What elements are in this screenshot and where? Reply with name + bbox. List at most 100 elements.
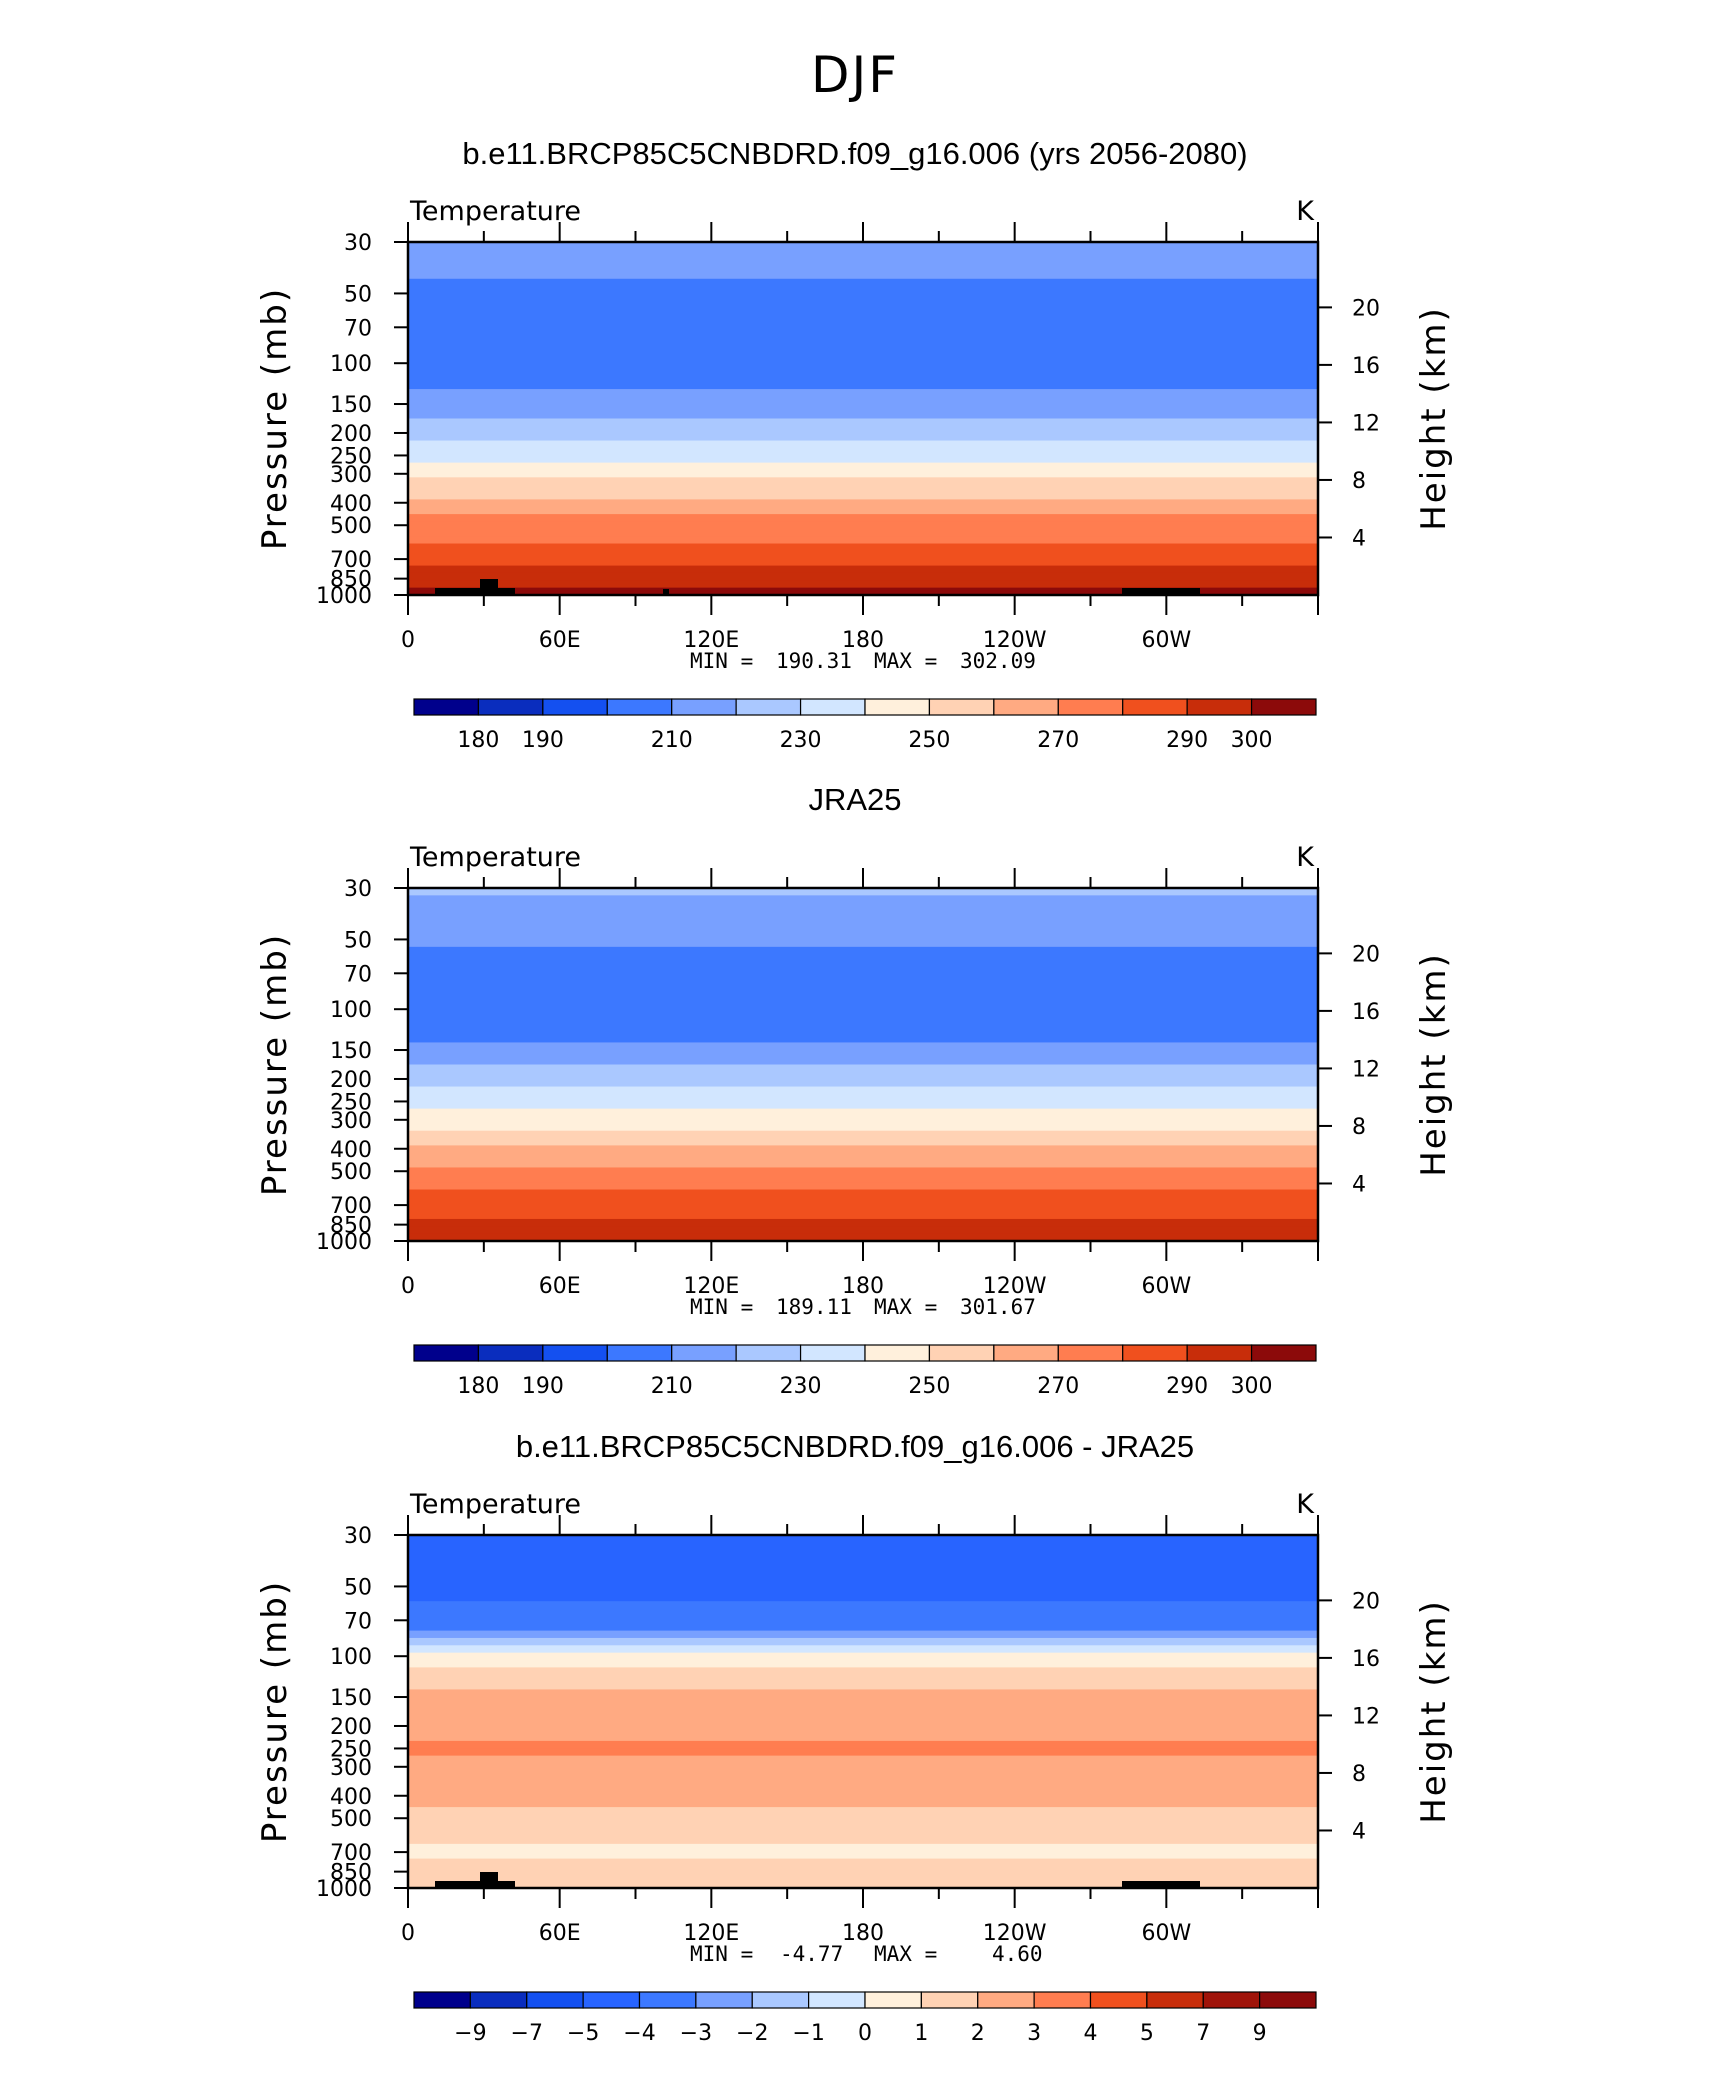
contour-band: [408, 550, 1318, 559]
y-tick-label: 200: [330, 422, 372, 447]
right-string: K: [1296, 1489, 1315, 1520]
terrain-block: [435, 588, 515, 595]
contour-band: [408, 249, 1318, 258]
contour-band: [408, 1880, 1318, 1889]
contour-band: [408, 1064, 1318, 1073]
left-string: Temperature: [409, 842, 581, 873]
colorbar-box: [928, 1344, 995, 1362]
y-tick-label: 100: [330, 1645, 372, 1670]
contour-band: [408, 1873, 1318, 1882]
x-tick-label: 0: [401, 1921, 415, 1946]
contour-band: [408, 1593, 1318, 1602]
colorbar-label: 2: [971, 2021, 985, 2046]
y-tick-label: 300: [330, 463, 372, 488]
contour-band: [408, 1027, 1318, 1036]
x-tick-label: 60E: [539, 1921, 581, 1946]
contour-band: [408, 1211, 1318, 1220]
y-tick-label: 100: [330, 998, 372, 1023]
colorbar-label: 1: [914, 2021, 928, 2046]
contour-band: [408, 506, 1318, 515]
panel-2: JRA25 Temperature K 0 60E 120E 180 120W 60W 30 50 7…: [255, 782, 1454, 1399]
contour-band: [408, 1770, 1318, 1779]
contour-band: [408, 447, 1318, 456]
contour-band: [408, 1145, 1318, 1154]
max-label: MAX =: [874, 649, 937, 673]
contour-band: [408, 1196, 1318, 1205]
x-tick-label: 60E: [539, 1274, 581, 1299]
contour-band: [408, 954, 1318, 963]
y-tick-label: 30: [344, 1524, 372, 1549]
colorbar-label: 0: [858, 2021, 872, 2046]
x-tick-label: 120E: [683, 1921, 739, 1946]
contour-band: [408, 1733, 1318, 1742]
contour-band: [408, 1667, 1318, 1676]
contour-band: [408, 1601, 1318, 1610]
contour-band: [408, 271, 1318, 280]
colorbar-label: −4: [623, 2021, 655, 2046]
colorbar-label: −1: [792, 2021, 824, 2046]
contour-band: [408, 330, 1318, 339]
colorbar-label: 270: [1037, 1374, 1079, 1399]
contour-band: [408, 352, 1318, 361]
contour-band: [408, 1079, 1318, 1088]
contour-band: [408, 1829, 1318, 1838]
contour-band: [408, 1204, 1318, 1213]
colorbar-label: 250: [908, 1374, 950, 1399]
contour-band: [408, 1726, 1318, 1735]
contour-band: [408, 572, 1318, 581]
x-tick-label: 180: [842, 628, 884, 653]
colorbar-box: [606, 1344, 673, 1362]
y-tick-label: 500: [330, 514, 372, 539]
y-tick-label: 30: [344, 877, 372, 902]
y-tick-label: 700: [330, 1194, 372, 1219]
contour-band: [408, 1189, 1318, 1198]
contour-band: [408, 1851, 1318, 1860]
contour-band: [408, 910, 1318, 919]
max-value: 302.09: [960, 649, 1036, 673]
colorbar-box: [1122, 1344, 1188, 1362]
y-tick-label: 1000: [316, 1230, 372, 1255]
contour-band: [408, 440, 1318, 449]
contour-band: [408, 976, 1318, 985]
colorbar-label: 180: [457, 1374, 499, 1399]
x-tick-label: 120E: [683, 628, 739, 653]
colorbar-label: 270: [1037, 728, 1079, 753]
contour-band: [408, 924, 1318, 933]
contour-band: [408, 1586, 1318, 1595]
contour-band: [408, 359, 1318, 368]
contour-band: [408, 374, 1318, 383]
contour-band: [408, 998, 1318, 1007]
colorbar-label: 7: [1196, 2021, 1210, 2046]
colorbar-box: [413, 1991, 471, 2009]
colorbar-box: [799, 698, 866, 716]
contour-band: [408, 968, 1318, 977]
y-tick-right-label: 8: [1352, 469, 1366, 494]
contour-band: [408, 308, 1318, 317]
contour-band: [408, 1115, 1318, 1124]
contour-band: [408, 1123, 1318, 1132]
colorbar-box: [542, 1344, 608, 1362]
panel-title: b.e11.BRCP85C5CNBDRD.f09_g16.006 - JRA25: [516, 1429, 1194, 1464]
colorbar-box: [1057, 698, 1124, 716]
contour-band: [408, 418, 1318, 427]
colorbar-box: [993, 698, 1059, 716]
colorbar-label: 9: [1253, 2021, 1267, 2046]
contour-band: [408, 528, 1318, 537]
y-tick-label: 70: [344, 1609, 372, 1634]
colorbar-label: −3: [680, 2021, 712, 2046]
contour-band: [408, 1689, 1318, 1698]
y-axis-title: Pressure (mb): [255, 287, 295, 550]
contour-band: [408, 1645, 1318, 1654]
y-tick-right-label: 20: [1352, 1589, 1380, 1614]
y-tick-label: 1000: [316, 584, 372, 609]
y-tick-right-label: 8: [1352, 1762, 1366, 1787]
colorbar-box: [864, 1344, 931, 1362]
colorbar-box: [671, 698, 737, 716]
y-tick-label: 300: [330, 1756, 372, 1781]
colorbar-box: [582, 1991, 641, 2009]
contour-band: [408, 425, 1318, 434]
colorbar-label: 290: [1166, 728, 1208, 753]
y-tick-label: 50: [344, 282, 372, 307]
min-value: 189.11: [776, 1295, 852, 1319]
y-tick-right-label: 12: [1352, 1057, 1380, 1082]
